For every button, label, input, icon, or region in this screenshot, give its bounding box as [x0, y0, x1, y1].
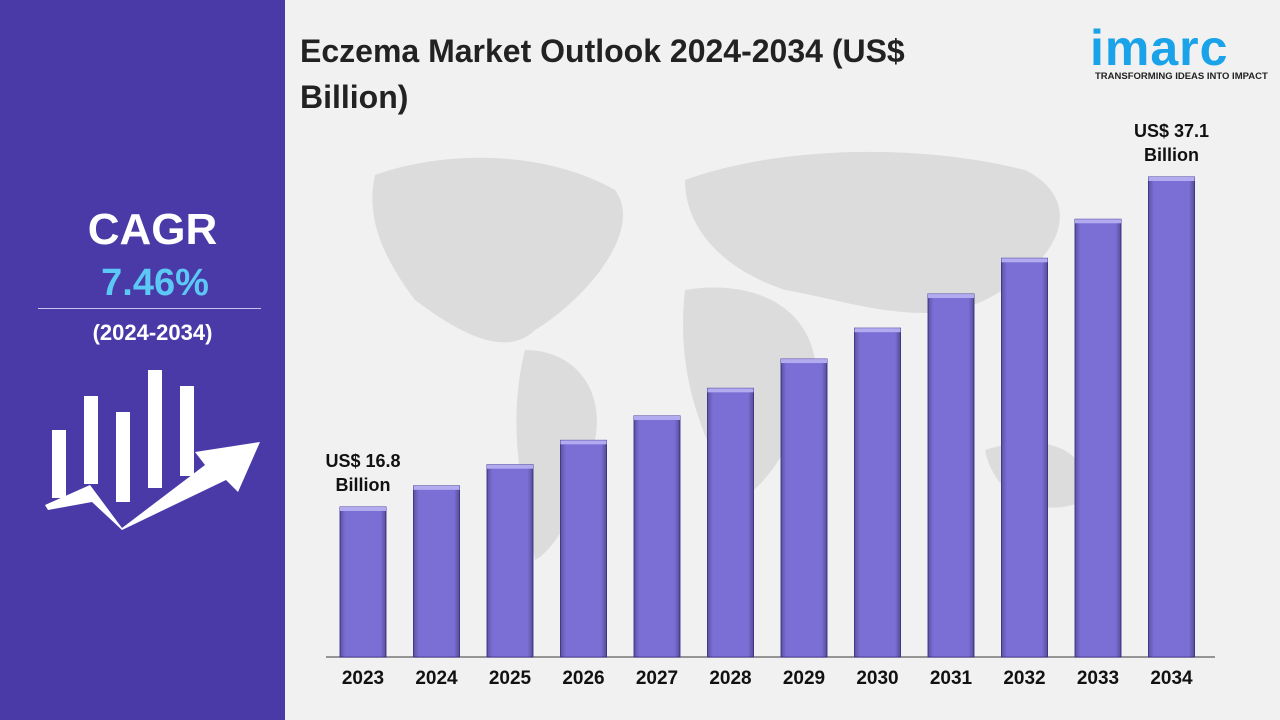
- x-tick-label: 2031: [930, 668, 973, 689]
- bar-shade: [1001, 258, 1048, 657]
- bar-shade: [1075, 219, 1121, 658]
- bar-shade: [854, 328, 901, 657]
- bar-cap: [634, 415, 680, 420]
- bar-shade: [340, 507, 386, 657]
- bar-cap: [1148, 177, 1195, 181]
- bar-shade: [707, 388, 754, 657]
- value-label: US$ 37.1 Billion: [1133, 121, 1210, 165]
- growth-icon: [45, 370, 260, 530]
- bar-shade: [413, 485, 460, 657]
- bar-cap: [1001, 258, 1048, 263]
- bar-shade: [781, 359, 827, 657]
- chart-title: Eczema Market Outlook 2024-2034 (US$ Bil…: [300, 33, 905, 115]
- bar-cap: [340, 507, 386, 511]
- bar-cap: [854, 328, 901, 333]
- bar-cap: [487, 464, 533, 469]
- x-tick-label: 2029: [783, 668, 825, 689]
- bar-cap: [707, 388, 754, 393]
- bar-cap: [781, 359, 827, 364]
- bar-shade: [928, 294, 974, 657]
- x-tick-label: 2026: [562, 668, 604, 689]
- x-tick-label: 2033: [1077, 668, 1119, 689]
- x-tick-label: 2025: [489, 668, 532, 689]
- cagr-value: 7.46%: [101, 262, 209, 304]
- x-tick-label: 2028: [709, 668, 751, 689]
- bar-shade: [634, 415, 680, 657]
- x-tick-label: 2032: [1003, 668, 1045, 689]
- bar-cap: [413, 485, 460, 490]
- x-tick-label: 2030: [856, 668, 898, 689]
- logo: imarc: [1090, 20, 1229, 76]
- bar-cap: [1075, 219, 1121, 224]
- x-tick-label: 2034: [1150, 668, 1193, 689]
- divider: [38, 308, 261, 309]
- x-tick-label: 2023: [342, 668, 384, 689]
- x-tick-label: 2024: [415, 668, 458, 689]
- cagr-label: CAGR: [87, 205, 218, 254]
- x-tick-label: 2027: [636, 668, 678, 689]
- bar-shade: [1148, 177, 1195, 657]
- cagr-period: (2024-2034): [92, 320, 213, 345]
- bar-shade: [487, 464, 533, 657]
- bar-shade: [560, 440, 607, 657]
- value-label: US$ 16.8 Billion: [325, 451, 401, 495]
- sidebar: [0, 0, 285, 720]
- bar-cap: [928, 294, 974, 299]
- bar-cap: [560, 440, 607, 445]
- logo-tagline: TRANSFORMING IDEAS INTO IMPACT: [1095, 71, 1268, 82]
